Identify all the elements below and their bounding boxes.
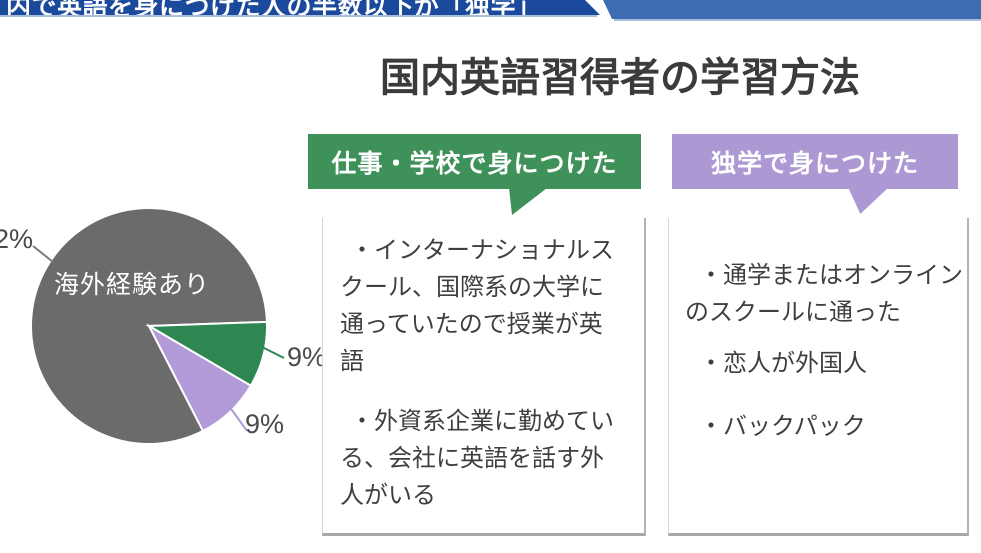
- note-line: ・バックパック: [699, 413, 866, 440]
- top-banner-text: 内で英語を身につけた人の半数以下が「独学」: [6, 0, 542, 15]
- pie-center-label: 海外経験あり: [53, 271, 210, 299]
- note-bullet: ・バックパック: [685, 408, 957, 445]
- callout-self-study-label: 独学で身につけた: [710, 149, 919, 178]
- note-line: 通っていたので授業が英: [340, 311, 603, 338]
- note-line: ・通学またはオンライン: [699, 262, 963, 289]
- note-line: 人がいる: [340, 482, 436, 509]
- note-bullet: ・外資系企業に勤めてい る、会社に英語を話す外 人がいる: [340, 403, 634, 514]
- callout-work-school-tail: [509, 188, 547, 215]
- note-line: ・恋人が外国人: [699, 350, 867, 377]
- note-line: 語: [340, 348, 364, 375]
- pie-label-self-study-pct: 9%: [245, 409, 285, 439]
- pie-label-work-school-pct: 9%: [287, 342, 327, 372]
- leader-line-self-study: [228, 405, 248, 432]
- note-line: ・外資系企業に勤めてい: [350, 408, 614, 435]
- callout-self-study-tail: [848, 187, 889, 214]
- pie-chart: [30, 207, 285, 445]
- slide-title: 国内英語習得者の学習方法: [380, 56, 860, 100]
- note-line: クール、国際系の大学に: [340, 274, 604, 301]
- note-line: る、会社に英語を話す外: [340, 445, 604, 472]
- pie-label-overseas-pct: 2%: [0, 224, 34, 254]
- top-banner-right-band: [603, 0, 981, 19]
- callout-work-school-label: 仕事・学校で身につけた: [331, 149, 618, 178]
- callout-work-school: 仕事・学校で身につけた: [308, 134, 641, 189]
- top-banner-ribbon: 内で英語を身につけた人の半数以下が「独学」: [0, 0, 600, 15]
- note-bullet: ・通学またはオンライン のスクールに通った: [685, 257, 963, 331]
- note-bullet: ・恋人が外国人: [685, 345, 957, 382]
- callout-self-study: 独学で身につけた: [672, 134, 958, 189]
- leader-line-overseas: [32, 245, 54, 263]
- pie-slice-self-study: [146, 323, 253, 433]
- note-bullet: ・インターナショナルス クール、国際系の大学に 通っていたので授業が英 語: [340, 232, 634, 380]
- note-box-work-school: ・インターナショナルス クール、国際系の大学に 通っていたので授業が英 語 ・外…: [322, 218, 646, 536]
- top-banner-right-band-edge: [614, 19, 981, 21]
- note-box-self-study: ・通学またはオンライン のスクールに通った ・恋人が外国人 ・バックパック: [668, 218, 969, 536]
- leader-line-work-school: [257, 344, 285, 359]
- note-line: のスクールに通った: [685, 299, 901, 326]
- top-banner-ribbon-edge: [0, 15, 597, 17]
- note-line: ・インターナショナルス: [350, 237, 614, 264]
